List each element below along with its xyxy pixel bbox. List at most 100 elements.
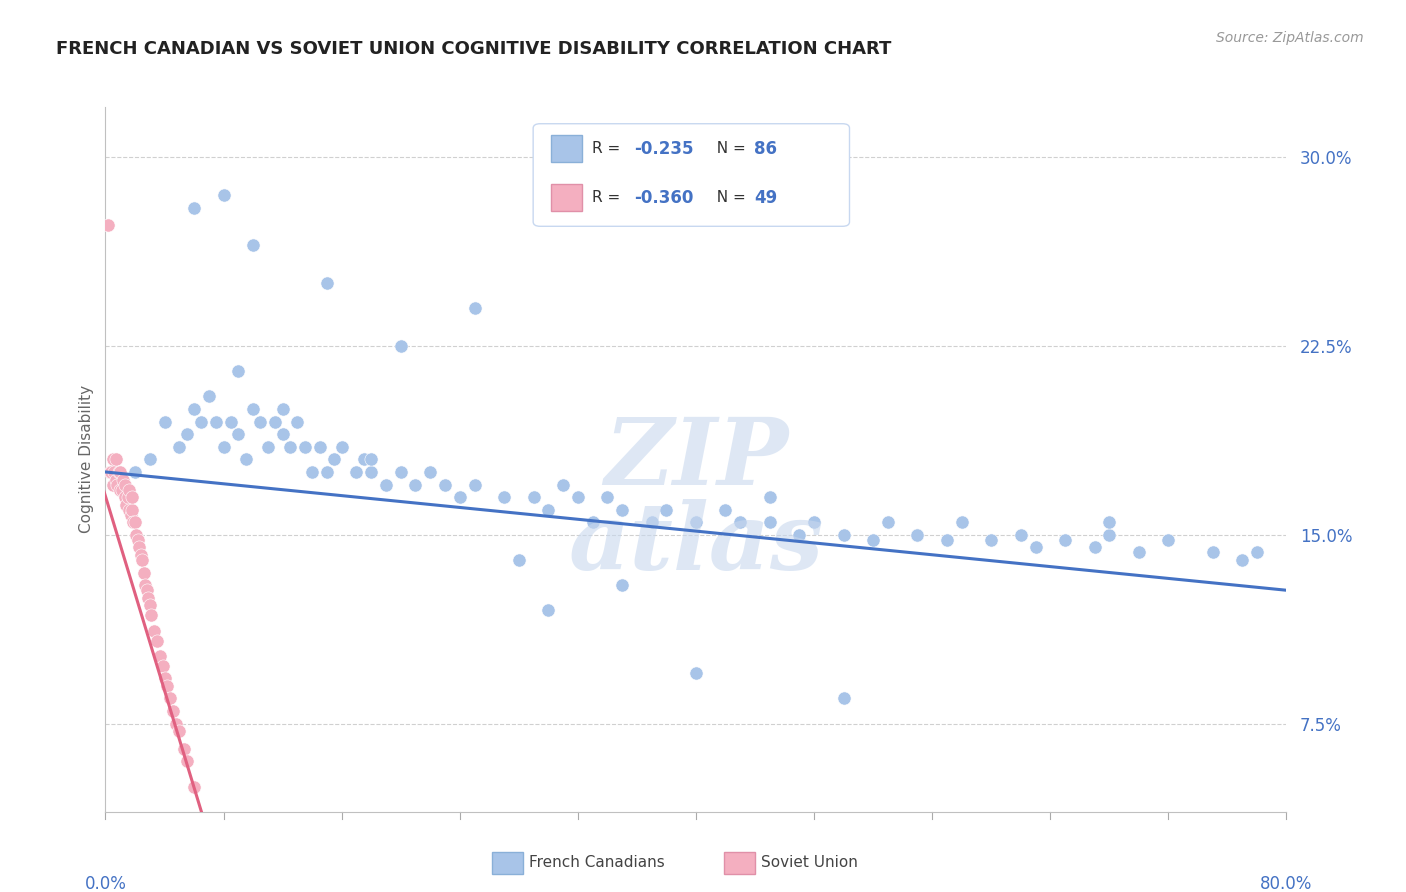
Text: N =: N = (707, 190, 751, 205)
Point (205, 415, 228, 429)
Point (183, 402, 205, 417)
Point (1098, 516, 1121, 530)
Point (183, 780, 205, 794)
Point (832, 691, 855, 706)
Point (287, 415, 309, 429)
Point (374, 477, 398, 491)
Point (360, 452, 382, 467)
Point (124, 516, 146, 530)
Text: FRENCH CANADIAN VS SOVIET UNION COGNITIVE DISABILITY CORRELATION CHART: FRENCH CANADIAN VS SOVIET UNION COGNITIV… (56, 40, 891, 58)
Point (98, 465, 121, 479)
Point (596, 490, 619, 504)
Text: Soviet Union: Soviet Union (761, 855, 858, 870)
Point (464, 477, 486, 491)
Point (176, 755, 198, 769)
Point (537, 502, 560, 516)
Point (152, 658, 174, 673)
Text: atlas: atlas (568, 499, 824, 589)
Point (389, 339, 412, 353)
Point (551, 477, 574, 491)
Point (308, 440, 330, 454)
Point (120, 508, 142, 522)
Point (136, 591, 159, 605)
Point (197, 389, 221, 403)
Point (110, 465, 132, 479)
Point (567, 490, 589, 504)
Point (877, 516, 900, 530)
Point (235, 452, 257, 467)
Point (655, 502, 678, 516)
Point (1098, 528, 1121, 542)
Point (641, 516, 664, 530)
Text: 86: 86 (754, 140, 778, 158)
Point (212, 188, 235, 202)
Point (156, 679, 179, 693)
Text: Source: ZipAtlas.com: Source: ZipAtlas.com (1216, 31, 1364, 45)
Point (346, 465, 368, 479)
Point (134, 578, 156, 592)
Point (138, 599, 162, 613)
Point (389, 465, 412, 479)
Point (242, 402, 264, 417)
Point (301, 465, 323, 479)
Point (162, 704, 184, 718)
Point (464, 301, 486, 316)
Point (980, 533, 1002, 547)
Point (212, 440, 235, 454)
Text: R =: R = (592, 141, 626, 156)
Point (165, 716, 187, 731)
Point (1157, 533, 1180, 547)
Point (434, 477, 457, 491)
Point (111, 483, 134, 497)
Point (101, 477, 124, 491)
Point (129, 548, 152, 562)
Point (759, 516, 782, 530)
Point (714, 502, 737, 516)
Point (97, 219, 120, 233)
Point (107, 465, 129, 479)
Point (190, 415, 212, 429)
Point (523, 490, 546, 504)
Point (228, 427, 250, 442)
Y-axis label: Cognitive Disability: Cognitive Disability (79, 385, 94, 533)
Point (315, 465, 337, 479)
Point (112, 473, 135, 487)
Point (862, 533, 884, 547)
Point (787, 528, 810, 542)
Point (323, 452, 346, 467)
Point (1054, 533, 1077, 547)
Point (169, 440, 191, 454)
Point (278, 440, 301, 454)
Point (124, 465, 146, 479)
Point (610, 502, 633, 516)
Point (1010, 528, 1032, 542)
Text: 80.0%: 80.0% (1260, 875, 1313, 892)
Point (110, 483, 132, 497)
Point (122, 516, 145, 530)
Point (1083, 541, 1105, 555)
Point (1024, 541, 1046, 555)
Point (264, 415, 287, 429)
Point (131, 553, 153, 567)
Point (128, 541, 150, 555)
Point (141, 608, 163, 623)
Text: French Canadians: French Canadians (529, 855, 665, 870)
Point (115, 498, 138, 512)
Point (100, 465, 122, 479)
Point (127, 533, 149, 547)
Point (103, 465, 125, 479)
Text: R =: R = (592, 190, 626, 205)
Point (125, 528, 148, 542)
Point (936, 533, 959, 547)
Point (219, 415, 242, 429)
Point (759, 490, 782, 504)
Point (315, 277, 337, 291)
Text: 49: 49 (754, 189, 778, 207)
Point (153, 671, 176, 685)
Point (449, 490, 471, 504)
Point (730, 516, 752, 530)
Point (104, 452, 127, 467)
Text: ZIP: ZIP (603, 415, 789, 504)
Point (832, 528, 855, 542)
Point (105, 477, 128, 491)
